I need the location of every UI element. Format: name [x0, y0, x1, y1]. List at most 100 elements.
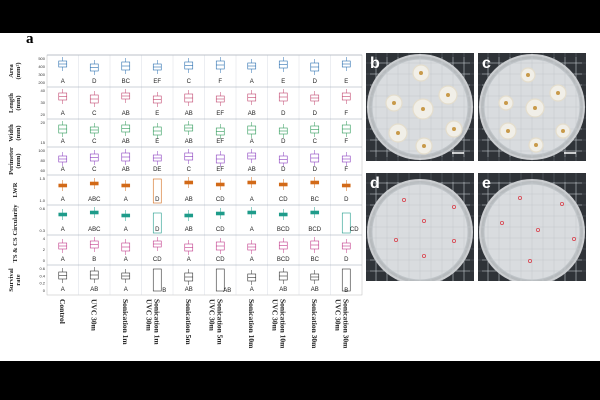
tick-label: 100 — [38, 148, 45, 153]
significance-letter: C — [187, 167, 192, 173]
significance-letter: B — [162, 288, 166, 294]
significance-letter: D — [344, 257, 349, 263]
significance-letter: CD — [279, 197, 288, 203]
box-plot: CD — [279, 179, 288, 203]
tick-label: 0 — [43, 288, 46, 293]
significance-letter: D — [313, 167, 318, 173]
box-plot: A — [58, 239, 68, 263]
significance-letter: E — [344, 79, 348, 85]
tick-label: 30 — [41, 100, 46, 105]
box-plot: CD — [341, 212, 359, 234]
tick-label: 15 — [41, 140, 46, 145]
significance-letter: C — [92, 167, 97, 173]
box-plot: AB — [184, 269, 194, 293]
significance-letter: ABC — [88, 197, 101, 203]
significance-letter: F — [344, 139, 348, 145]
box-plot: A — [247, 207, 257, 233]
significance-letter: A — [61, 111, 65, 117]
box-plot: D — [152, 178, 162, 204]
box-plot: A — [247, 59, 257, 85]
significance-letter: A — [250, 139, 254, 145]
box-plot: CD — [216, 208, 225, 233]
box-plot: A — [58, 121, 68, 145]
panel-b-photo: b — [366, 53, 474, 161]
significance-letter: CD — [153, 257, 162, 263]
box-plot: C — [310, 122, 320, 145]
significance-letter: CD — [216, 227, 225, 233]
box-plot: D — [278, 124, 288, 145]
significance-letter: A — [61, 227, 65, 233]
significance-letter: ABC — [88, 227, 101, 233]
tick-label: 4 — [43, 236, 46, 241]
significance-letter: BCD — [277, 257, 290, 263]
row-label-perimeter: Perimeter(mm) — [8, 147, 22, 175]
panel-e-label: e — [482, 175, 491, 192]
box-plot: B — [152, 268, 166, 294]
box-plot: A — [58, 57, 68, 85]
significance-letter: BC — [311, 197, 320, 203]
box-plot: D — [89, 60, 99, 85]
box-plot: E — [152, 92, 162, 117]
box-plot: A — [247, 177, 257, 203]
box-plot: AB — [247, 149, 257, 173]
box-plot: D — [278, 152, 288, 173]
significance-letter: AB — [185, 111, 193, 117]
box-plot: AB — [184, 210, 194, 233]
box-plot: A — [121, 210, 131, 233]
box-plot: D — [310, 59, 320, 85]
tick-label: 400 — [38, 64, 45, 69]
x-label: Sonication 10m — [247, 299, 256, 349]
significance-letter: A — [250, 257, 254, 263]
box-plot: A — [58, 268, 68, 293]
box-plot: AB — [247, 90, 257, 117]
panel-c-photo: c — [478, 53, 586, 161]
significance-letter: D — [313, 79, 318, 85]
significance-letter: AB — [185, 139, 193, 145]
box-plot: EF — [152, 60, 162, 85]
row-label-area: Area(mm²) — [8, 62, 22, 79]
tick-label: 1.0 — [39, 198, 45, 203]
box-plot: ABC — [88, 178, 101, 203]
box-plot: AB — [89, 267, 99, 293]
tick-label: 200 — [38, 80, 45, 85]
box-plot: AB — [121, 121, 131, 145]
significance-letter: D — [281, 139, 286, 145]
box-plot: BC — [310, 237, 320, 263]
significance-letter: D — [281, 111, 286, 117]
significance-letter: CD — [350, 227, 359, 233]
box-plot: D — [278, 89, 288, 117]
row-label-survival: Survivalrate — [8, 268, 22, 292]
significance-letter: C — [313, 139, 318, 145]
box-plot: B — [341, 268, 351, 294]
tick-label: 1.5 — [39, 176, 45, 181]
row-label-lwr: LWR — [12, 182, 19, 197]
panel-d-label: d — [370, 175, 380, 192]
panel-c-label: c — [482, 55, 491, 72]
box-plot: DE — [152, 151, 162, 173]
significance-letter: F — [344, 167, 348, 173]
box-plot: A — [247, 122, 257, 145]
significance-letter: E — [155, 139, 159, 145]
significance-letter: B — [344, 288, 348, 294]
box-plot: C — [89, 123, 99, 145]
box-plot: F — [341, 152, 351, 173]
panel-a-label: a — [26, 31, 34, 47]
x-label: UVC 30m — [89, 299, 98, 332]
significance-letter: AB — [223, 288, 231, 294]
panel-e-photo: e — [478, 173, 586, 281]
significance-letter: AB — [90, 287, 98, 293]
tick-label: 0.3 — [39, 228, 45, 233]
significance-letter: A — [250, 197, 254, 203]
row-width: Width(mm) 20 15 A C AB E AB EF A D C F — [8, 118, 362, 145]
tick-label: 60 — [41, 168, 46, 173]
tick-label: 0.4 — [39, 273, 45, 278]
significance-letter: AB — [279, 287, 287, 293]
significance-letter: A — [61, 79, 65, 85]
tick-label: 0.6 — [39, 206, 45, 211]
significance-letter: A — [61, 257, 65, 263]
row-area: Area(mm²) 500 400 300 200 A D BC EF C F A E D E — [8, 54, 362, 85]
box-plot: E — [152, 123, 162, 145]
box-plot: A — [247, 270, 257, 293]
figure: Area(mm²) 500 400 300 200 A D BC EF C F A E D E Length(… — [0, 31, 600, 361]
